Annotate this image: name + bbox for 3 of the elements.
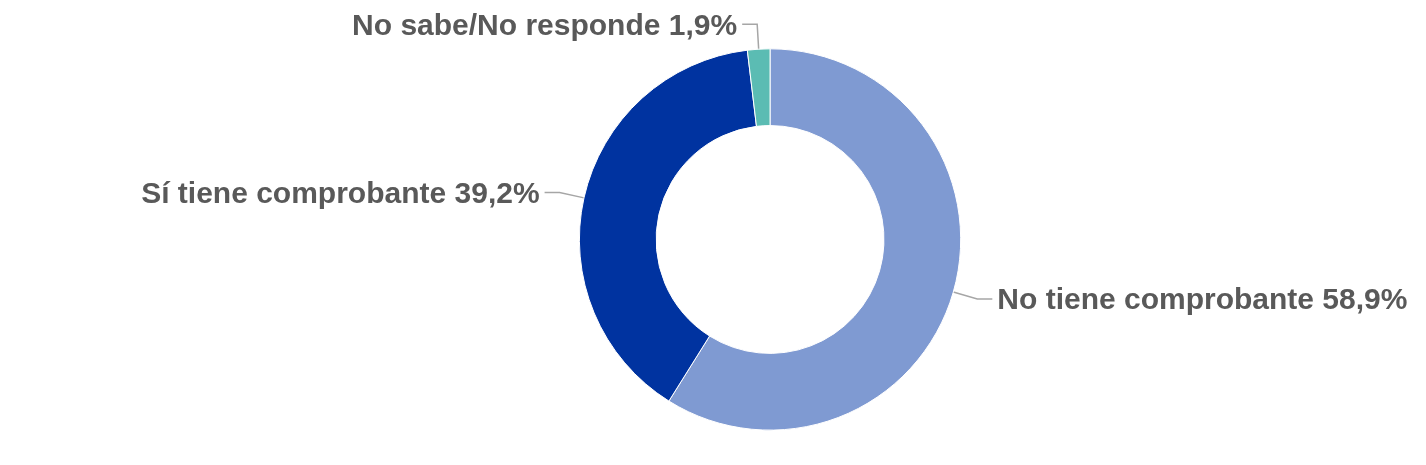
slice-label: No sabe/No responde 1,9% xyxy=(352,7,738,41)
slice-label: Sí tiene comprobante 39,2% xyxy=(141,175,540,209)
slice-label: No tiene comprobante 58,9% xyxy=(997,282,1408,316)
